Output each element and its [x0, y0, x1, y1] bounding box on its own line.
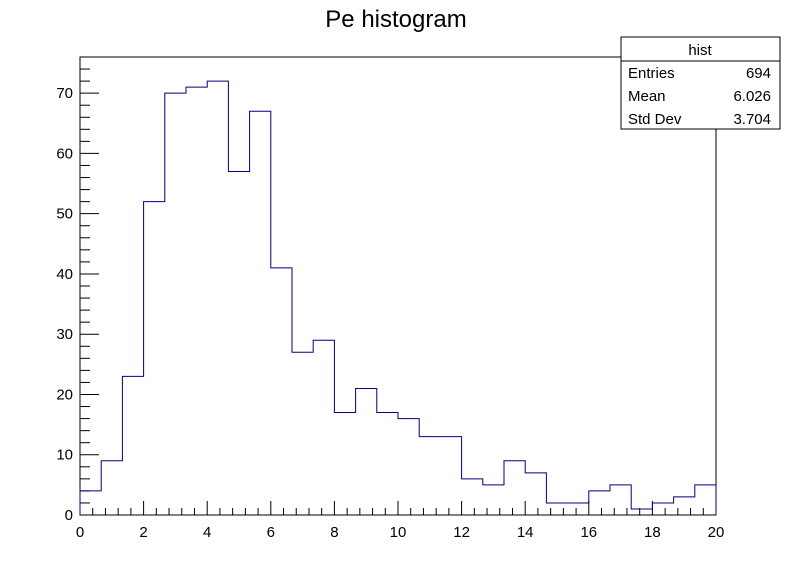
y-tick-label: 20	[56, 386, 73, 403]
histogram-outline	[79, 80, 717, 515]
x-tick-label: 20	[708, 524, 725, 541]
histogram-bin	[271, 268, 292, 515]
histogram-bin	[504, 461, 525, 515]
stats-entries-value: 694	[746, 65, 771, 82]
stats-box-frame	[620, 36, 781, 130]
x-axis: 0 2 4 6 8 10 12 14 16 18 20	[76, 501, 725, 541]
y-tick-label: 50	[56, 206, 73, 223]
histogram-bin	[483, 485, 504, 515]
stats-box-title: hist	[688, 42, 712, 59]
histogram-bin	[101, 461, 122, 515]
y-tick-label: 60	[56, 145, 73, 162]
stats-mean-value: 6.026	[733, 88, 771, 105]
x-tick-label: 16	[580, 524, 597, 541]
histogram-bin	[525, 473, 546, 515]
histogram-bin	[398, 419, 419, 515]
y-tick-label: 40	[56, 266, 73, 283]
histogram-bin	[80, 491, 101, 515]
histogram-bin	[568, 503, 589, 515]
histogram-bin	[186, 87, 207, 515]
x-tick-label: 0	[76, 524, 84, 541]
histogram-bin	[165, 93, 186, 515]
histogram-bin	[652, 503, 673, 515]
x-tick-label: 10	[390, 524, 407, 541]
x-tick-label: 8	[330, 524, 338, 541]
x-tick-label: 18	[644, 524, 661, 541]
x-tick-label: 12	[453, 524, 470, 541]
histogram-bin	[419, 437, 440, 515]
stats-mean-label: Mean	[628, 88, 666, 105]
chart-title: Pe histogram	[325, 6, 466, 33]
histogram-bin	[122, 376, 143, 515]
x-tick-label: 14	[517, 524, 534, 541]
histogram-bins	[80, 81, 716, 515]
histogram-bin	[695, 485, 716, 515]
y-tick-label: 10	[56, 447, 73, 464]
histogram-bin	[440, 437, 461, 515]
stats-stddev-value: 3.704	[733, 111, 771, 128]
histogram-bin	[589, 491, 610, 515]
histogram-bin	[228, 172, 249, 516]
histogram-bin	[334, 413, 355, 515]
stats-stddev-label: Std Dev	[628, 111, 682, 128]
histogram-bin	[144, 202, 165, 515]
y-tick-label: 70	[56, 85, 73, 102]
y-axis: 0 10 20 30 40 50 60 70	[56, 56, 99, 524]
histogram-bin	[356, 388, 377, 515]
histogram-bin	[462, 479, 483, 515]
histogram-bin	[207, 81, 228, 515]
histogram-bin	[631, 509, 652, 515]
histogram-bin	[313, 340, 334, 515]
stats-entries-label: Entries	[628, 65, 675, 82]
x-tick-label: 6	[267, 524, 275, 541]
histogram-bin	[377, 413, 398, 515]
histogram-bin	[546, 503, 567, 515]
stats-box: hist Entries 694 Mean 6.026 Std Dev 3.70…	[620, 36, 781, 130]
x-tick-label: 2	[139, 524, 147, 541]
histogram-bin	[292, 352, 313, 515]
y-tick-label: 30	[56, 326, 73, 343]
histogram-bin	[250, 111, 271, 515]
histogram-bin	[610, 485, 631, 515]
histogram-bin	[674, 497, 695, 515]
x-tick-label: 4	[203, 524, 211, 541]
y-tick-label: 0	[65, 507, 73, 524]
